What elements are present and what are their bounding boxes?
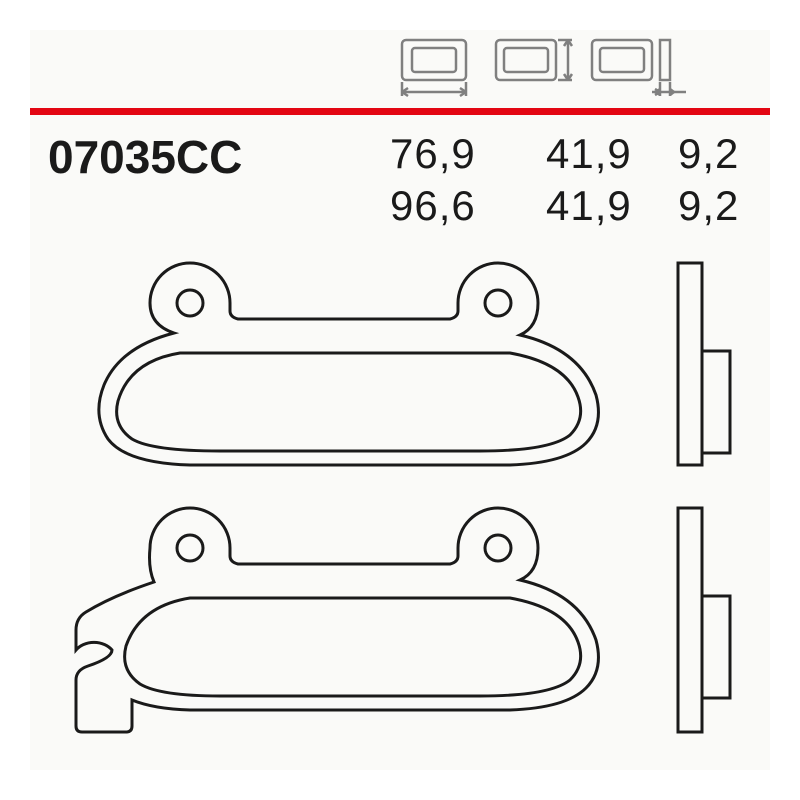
spec-sheet: 07035CC 76,9 41,9 9,2 96,6 41,9 9,2 [30,30,770,770]
dim-thick-2: 9,2 [678,182,739,230]
dim-thick-1: 9,2 [678,130,739,178]
width-legend-icon [390,38,478,98]
brake-pad-2-side [670,500,750,745]
brake-pad-1-front [70,255,630,485]
divider-line [30,108,770,115]
thickness-legend-icon [590,38,678,98]
dim-height-1: 41,9 [546,130,632,178]
brake-pad-2-front [70,500,630,745]
dim-width-2: 96,6 [390,182,476,230]
dim-height-2: 41,9 [546,182,632,230]
dimension-legend [390,38,678,98]
brake-pad-1-side [670,255,750,485]
part-number: 07035CC [48,130,242,184]
dim-width-1: 76,9 [390,130,476,178]
height-legend-icon [490,38,578,98]
